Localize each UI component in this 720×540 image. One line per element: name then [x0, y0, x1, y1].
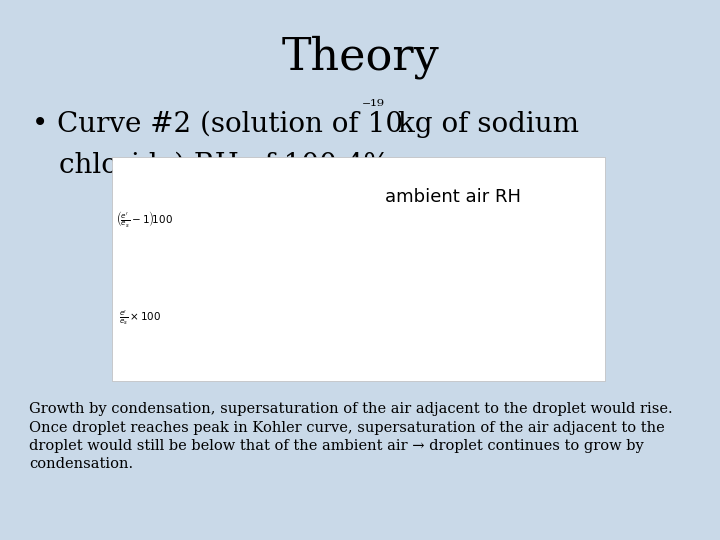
Text: • Curve #2 (solution of 10: • Curve #2 (solution of 10	[32, 111, 403, 138]
Text: 6,: 6,	[267, 329, 274, 335]
X-axis label: DROPLET  RADIUS (μm): DROPLET RADIUS (μm)	[348, 372, 430, 378]
Text: Theory: Theory	[281, 35, 439, 79]
Text: 5: 5	[301, 207, 305, 217]
Text: 1': 1'	[330, 178, 338, 187]
Y-axis label: RELATIVE
HUMIDITY (%): RELATIVE HUMIDITY (%)	[158, 299, 168, 342]
Text: Growth by condensation, supersaturation of the air adjacent to the droplet would: Growth by condensation, supersaturation …	[29, 402, 672, 471]
Text: 4: 4	[395, 311, 399, 317]
Text: kg of sodium: kg of sodium	[389, 111, 579, 138]
Text: $\frac{e'}{e_s}\times100$: $\frac{e'}{e_s}\times100$	[119, 308, 161, 327]
Text: ambient air RH: ambient air RH	[385, 188, 521, 206]
Text: 2: 2	[354, 196, 358, 205]
Y-axis label: SUPERSATURATION
(%): SUPERSATURATION (%)	[158, 190, 169, 249]
Text: $\left(\frac{e'}{e_s}-1\right)\!100$: $\left(\frac{e'}{e_s}-1\right)\!100$	[116, 210, 173, 230]
Text: ⁻¹⁹: ⁻¹⁹	[361, 99, 384, 116]
Text: chloride) RH of 100.4%: chloride) RH of 100.4%	[59, 151, 390, 178]
Text: 3: 3	[298, 323, 302, 329]
